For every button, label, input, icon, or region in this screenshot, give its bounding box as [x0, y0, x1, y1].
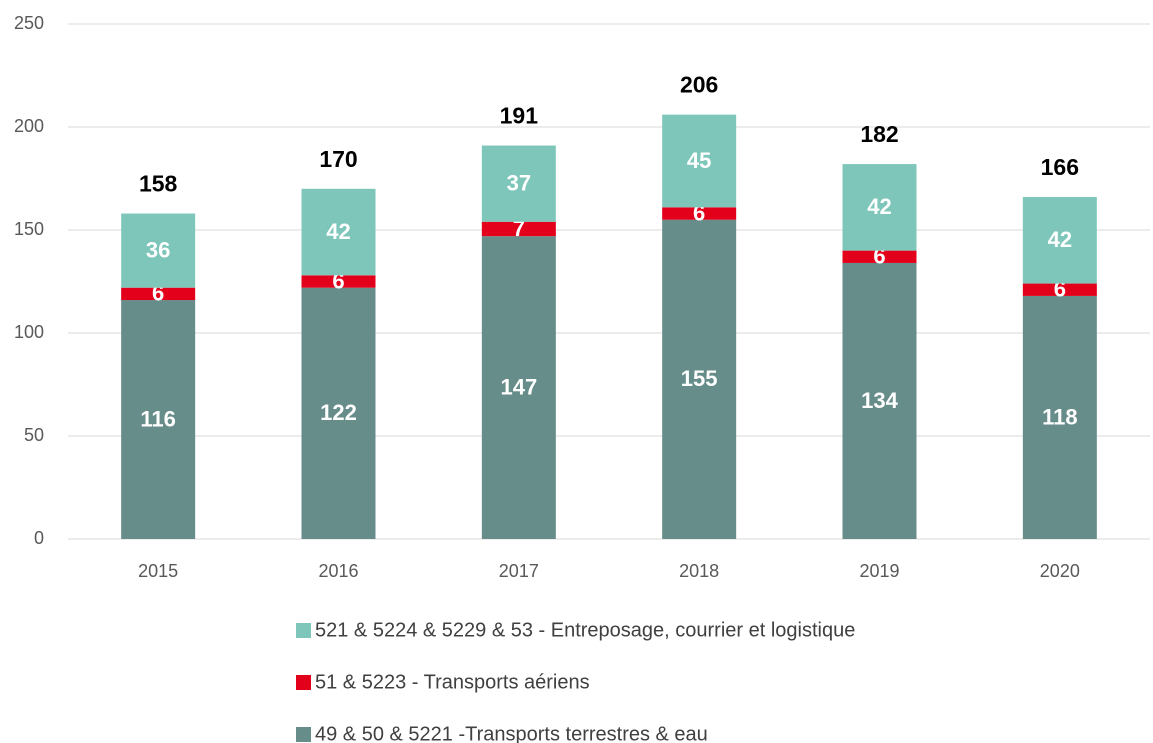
data-label: 36: [146, 237, 170, 262]
bar-segment: [662, 219, 737, 539]
total-label: 182: [860, 121, 898, 147]
bar-segment: [662, 207, 737, 220]
data-label: 42: [326, 219, 350, 244]
bar-segment: [1022, 283, 1097, 296]
total-label: 206: [680, 72, 718, 98]
legend-label: 521 & 5224 & 5229 & 53 - Entreposage, co…: [315, 619, 855, 641]
bar-segment: [842, 164, 917, 251]
bar-segment: [662, 114, 737, 208]
x-tick-label: 2015: [138, 561, 178, 581]
x-tick-label: 2020: [1040, 561, 1080, 581]
total-label: 191: [500, 103, 539, 129]
bar-segment: [1022, 197, 1097, 284]
data-label: 42: [1048, 227, 1072, 252]
data-label: 118: [1042, 404, 1078, 429]
data-label: 122: [320, 400, 357, 425]
y-tick-label: 0: [34, 528, 44, 548]
bar-segment: [481, 221, 556, 237]
bar-segment: [842, 262, 917, 539]
data-label: 42: [867, 194, 891, 219]
bar-segment: [301, 188, 376, 276]
bar-segment: [121, 287, 196, 301]
x-tick-label: 2017: [499, 561, 539, 581]
bar-segment: [481, 236, 556, 539]
data-label: 37: [507, 170, 531, 195]
total-label: 166: [1041, 154, 1079, 180]
data-label: 7: [513, 216, 525, 241]
bar-segment: [301, 275, 376, 288]
legend-swatch: [296, 727, 311, 742]
data-label: 134: [861, 388, 898, 413]
bar-segment: [121, 300, 196, 539]
data-label: 155: [681, 366, 718, 391]
y-tick-label: 200: [14, 116, 44, 136]
bar-segment: [301, 287, 376, 539]
legend-swatch: [296, 675, 311, 690]
legend-label: 49 & 50 & 5221 -Transports terrestres & …: [315, 723, 708, 743]
data-label: 116: [140, 406, 176, 431]
total-label: 158: [139, 171, 178, 197]
x-tick-label: 2019: [859, 561, 899, 581]
x-tick-label: 2018: [679, 561, 719, 581]
y-tick-label: 100: [14, 322, 44, 342]
y-tick-label: 150: [14, 219, 44, 239]
y-tick-label: 50: [24, 425, 44, 445]
bar-segment: [481, 145, 556, 222]
legend-label: 51 & 5223 - Transports aériens: [315, 671, 590, 693]
bar-segment: [1022, 295, 1097, 539]
total-label: 170: [319, 146, 357, 172]
legend-swatch: [296, 623, 311, 638]
bar-segment: [121, 213, 196, 288]
data-label: 45: [687, 148, 711, 173]
x-tick-label: 2016: [318, 561, 358, 581]
y-tick-label: 250: [14, 13, 44, 33]
data-label: 147: [500, 374, 537, 399]
bar-segment: [842, 250, 917, 263]
